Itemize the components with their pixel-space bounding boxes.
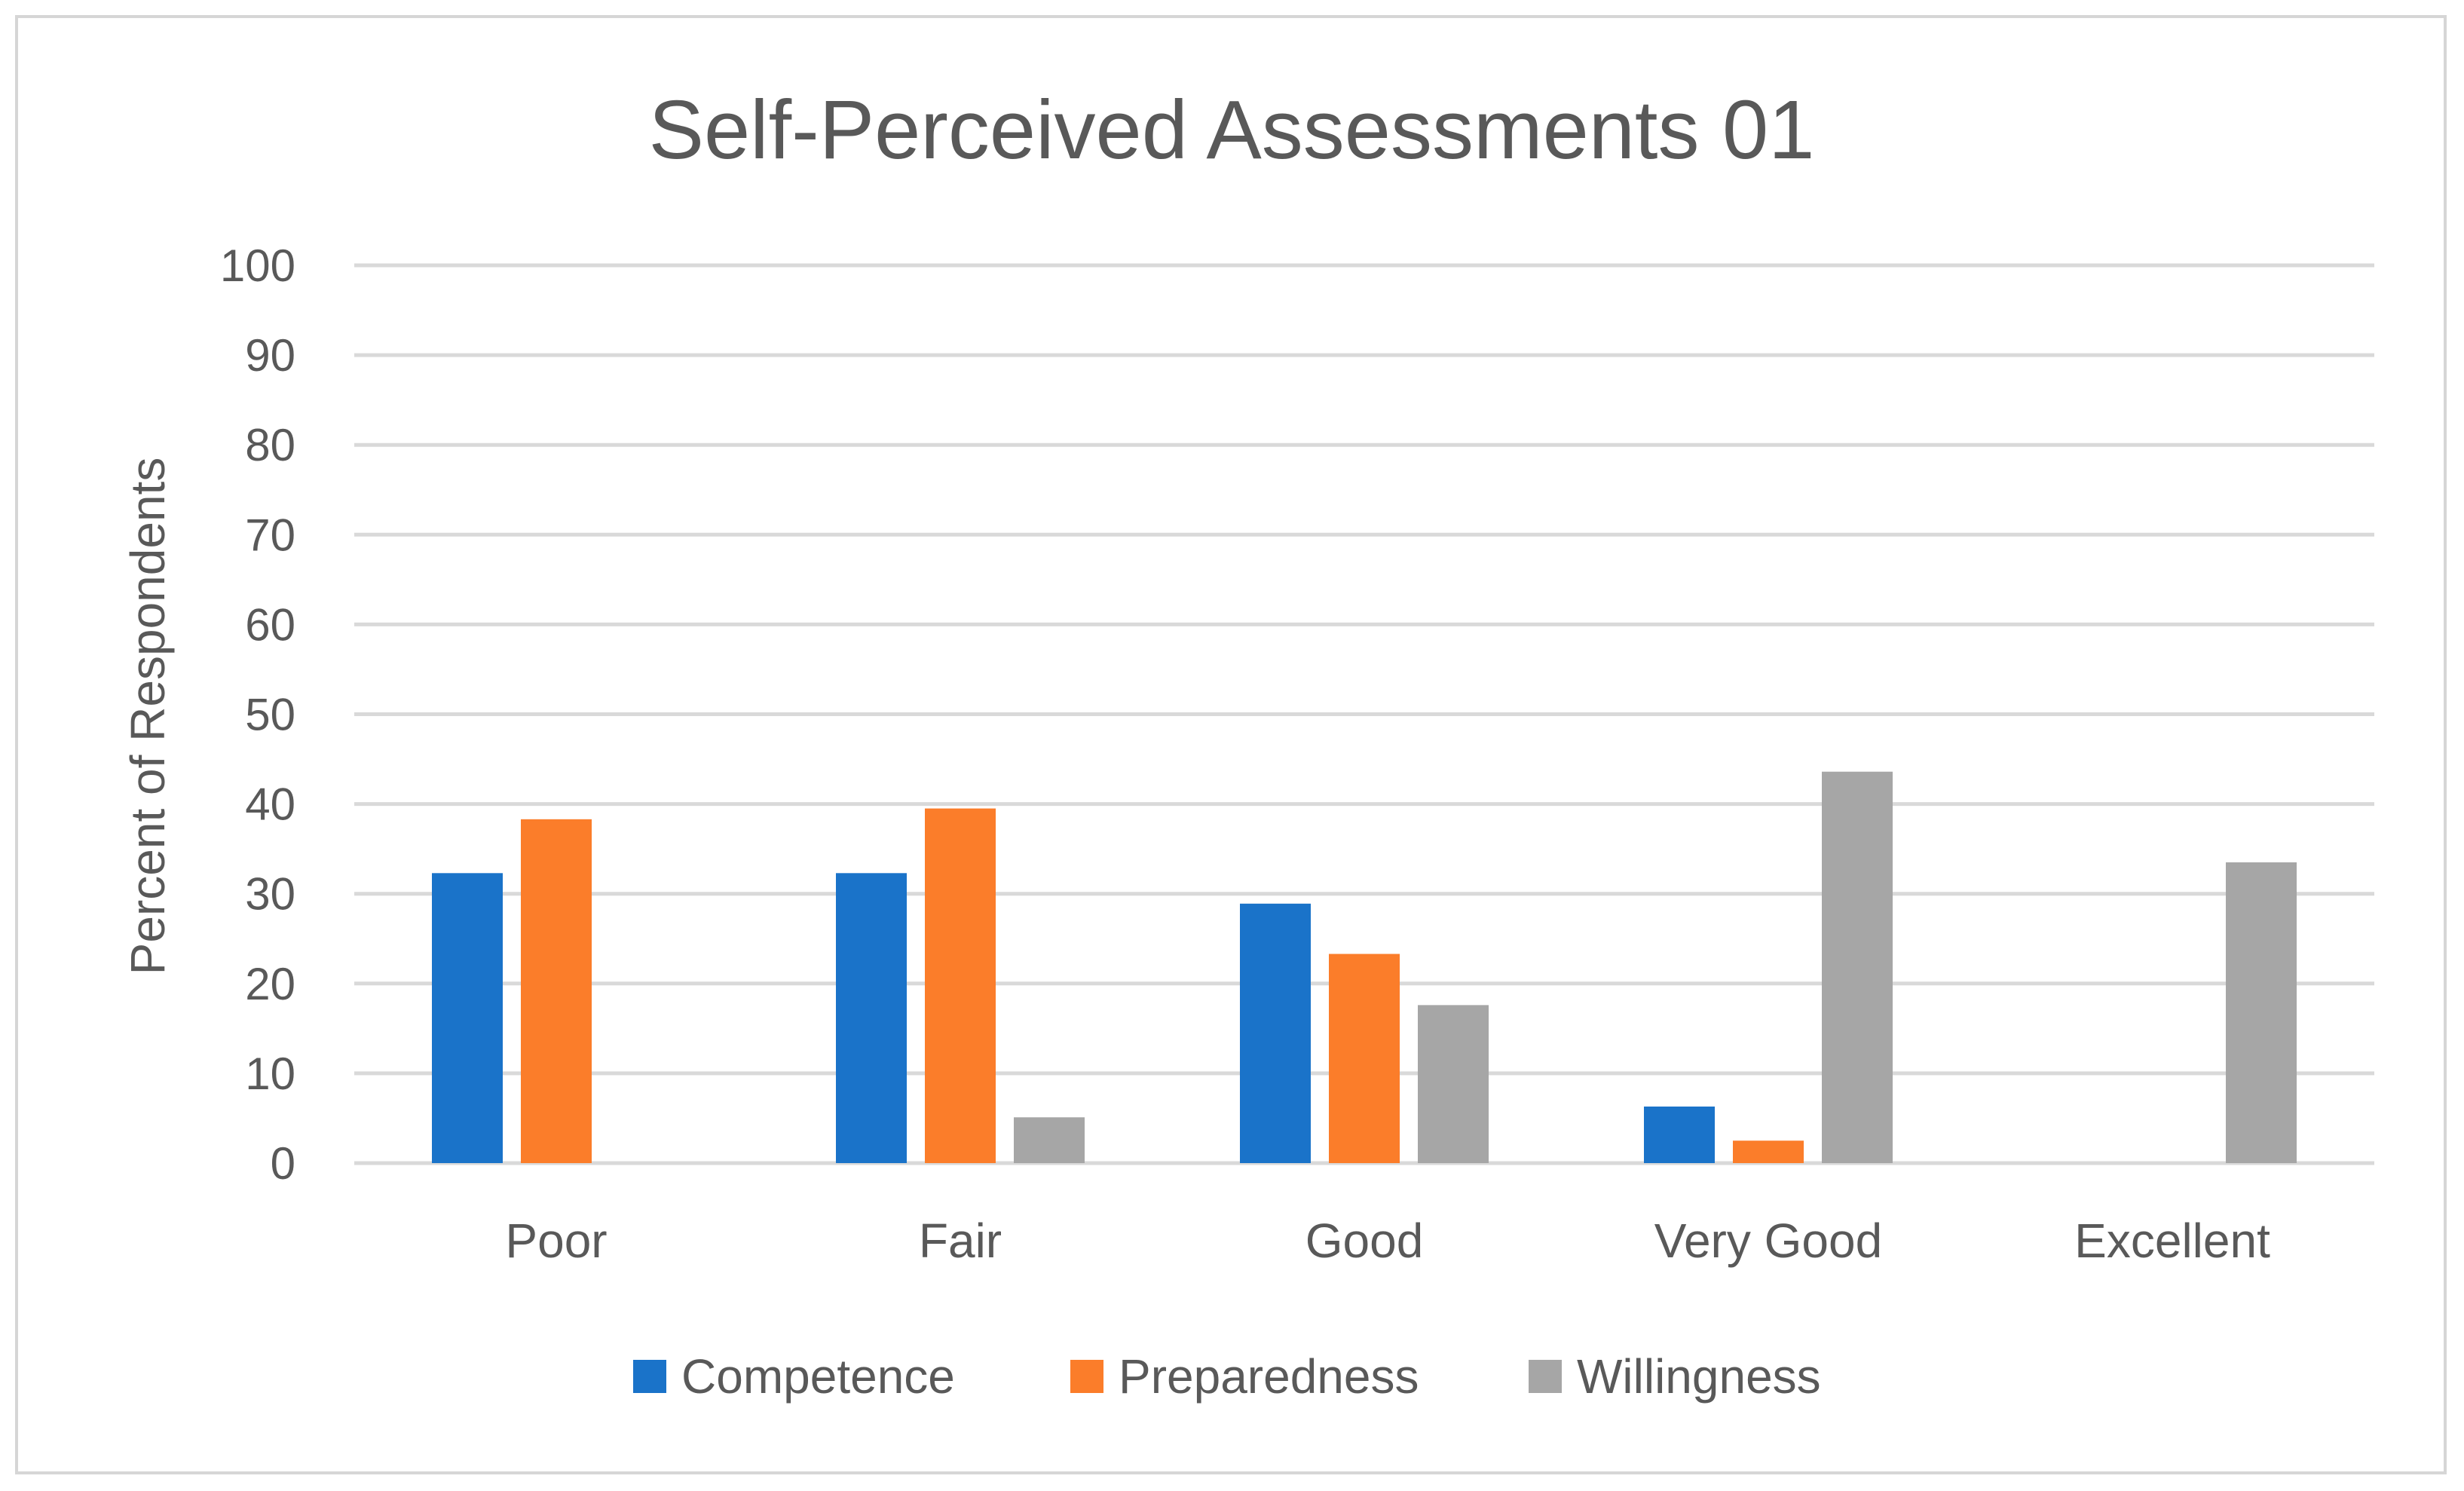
- legend-swatch: [1070, 1360, 1103, 1393]
- y-axis-label: Percent of Respondents: [121, 458, 175, 975]
- x-category-label: Very Good: [1654, 1214, 1882, 1268]
- y-tick-label: 100: [220, 240, 295, 291]
- bar-competence-very-good: [1644, 1106, 1715, 1163]
- y-tick-label: 80: [245, 420, 295, 470]
- bar-competence-fair: [836, 873, 907, 1163]
- legend-item-competence: Competence: [633, 1349, 955, 1404]
- bar-competence-good: [1240, 903, 1311, 1163]
- bar-preparedness-poor: [521, 819, 592, 1163]
- legend: Competence Preparedness Willingness: [633, 1349, 1821, 1404]
- y-tick-label: 60: [245, 599, 295, 650]
- bar-preparedness-very-good: [1733, 1140, 1804, 1163]
- bar-preparedness-good: [1329, 954, 1400, 1163]
- bar-willingness-excellent: [2226, 862, 2297, 1163]
- legend-label: Competence: [681, 1349, 955, 1404]
- chart-title: Self-Perceived Assessments 01: [649, 84, 1815, 176]
- legend-item-willingness: Willingness: [1529, 1349, 1821, 1404]
- legend-label: Willingness: [1577, 1349, 1821, 1404]
- x-axis-categories: Poor Fair Good Very Good Excellent: [505, 1214, 2270, 1268]
- legend-swatch: [633, 1360, 666, 1393]
- chart-frame: [15, 15, 2447, 1474]
- legend-label: Preparedness: [1119, 1349, 1419, 1404]
- y-tick-label: 30: [245, 869, 295, 920]
- y-tick-label: 50: [245, 690, 295, 740]
- legend-swatch: [1529, 1360, 1562, 1393]
- gridlines: [354, 263, 2374, 1165]
- y-axis-ticks: 0 10 20 30 40 50 60 70 80 90 100: [220, 240, 295, 1189]
- bar-willingness-good: [1418, 1005, 1489, 1163]
- y-tick-label: 20: [245, 959, 295, 1009]
- x-category-label: Poor: [505, 1214, 607, 1268]
- x-category-label: Good: [1305, 1214, 1424, 1268]
- y-tick-label: 40: [245, 779, 295, 830]
- y-tick-label: 10: [245, 1049, 295, 1099]
- bar-willingness-very-good: [1822, 771, 1893, 1163]
- bar-competence-poor: [432, 873, 503, 1163]
- legend-item-preparedness: Preparedness: [1070, 1349, 1419, 1404]
- bars: [432, 771, 2297, 1163]
- y-tick-label: 90: [245, 330, 295, 381]
- bar-preparedness-fair: [925, 808, 996, 1163]
- x-category-label: Fair: [919, 1214, 1002, 1268]
- y-tick-label: 70: [245, 510, 295, 560]
- y-tick-label: 0: [271, 1138, 295, 1189]
- bar-willingness-fair: [1014, 1117, 1085, 1163]
- x-category-label: Excellent: [2074, 1214, 2270, 1268]
